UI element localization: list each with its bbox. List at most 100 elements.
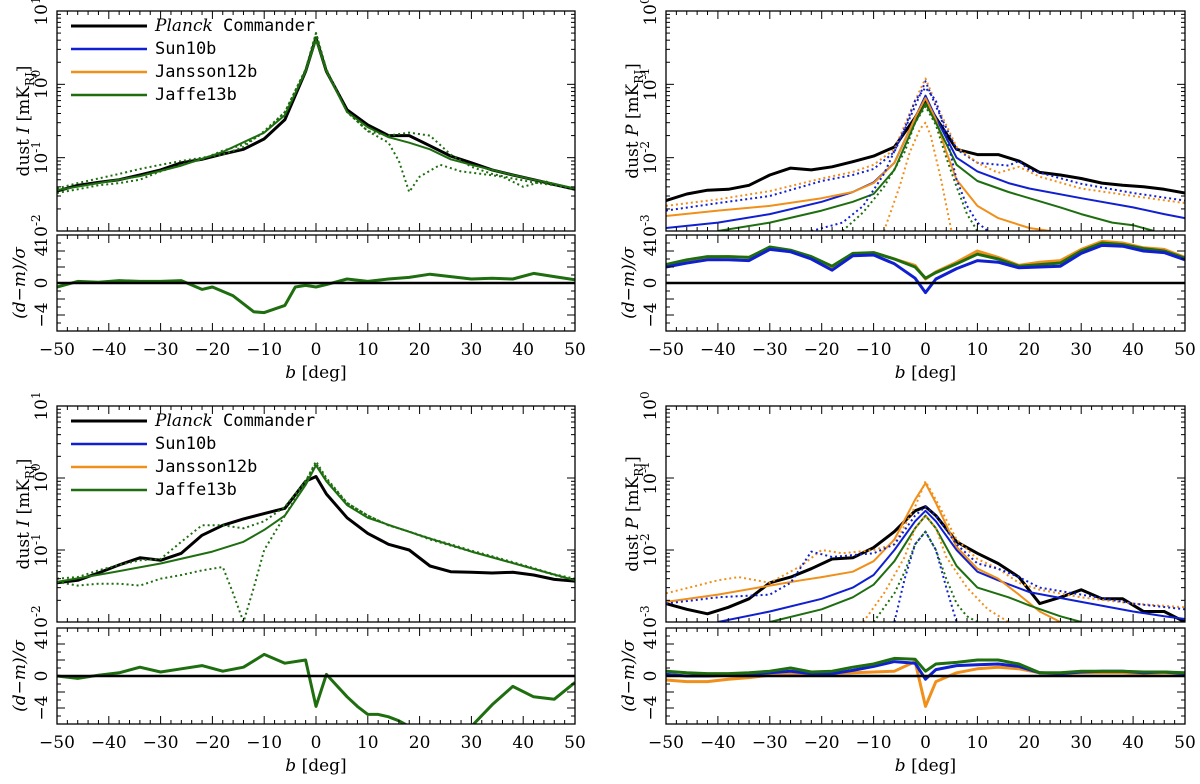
legend-label: Jansson12b bbox=[155, 457, 257, 477]
x-tick-label: 40 bbox=[1122, 733, 1144, 753]
svg-text:(d−m)/σ: (d−m)/σ bbox=[10, 247, 30, 319]
series-group bbox=[666, 656, 1185, 708]
svg-text:10-3: 10-3 bbox=[638, 605, 661, 638]
x-tick-label: 20 bbox=[1018, 340, 1040, 360]
svg-text:0: 0 bbox=[32, 671, 52, 682]
panel-top-left-resid: −404(d−m)/σ−50 −40 −30 −20 −10 0 10 20 30 40 50b [… bbox=[10, 234, 586, 383]
y-axis-label: dust I [mKRJ] bbox=[14, 459, 37, 570]
legend: Planck Commander Sun10b Jansson12b Jaffe13b bbox=[71, 411, 315, 500]
x-tick-label: 0 bbox=[311, 340, 322, 360]
x-tick-label: −40 bbox=[91, 733, 127, 753]
series-group bbox=[57, 652, 575, 724]
svg-text:10-1: 10-1 bbox=[29, 141, 52, 174]
svg-text:−4: −4 bbox=[641, 695, 661, 720]
svg-text:4: 4 bbox=[32, 639, 52, 650]
series-line-jaffe13b bbox=[57, 652, 408, 724]
x-tick-label: −30 bbox=[752, 340, 788, 360]
x-tick-label: −20 bbox=[194, 733, 230, 753]
legend-label: Planck Commander bbox=[154, 16, 315, 36]
y-tick-label: 0 bbox=[32, 278, 52, 289]
series-line-sun10b-dotted- bbox=[666, 505, 1185, 611]
x-tick-label: −20 bbox=[194, 340, 230, 360]
x-tick-label: −20 bbox=[804, 340, 840, 360]
svg-text:0: 0 bbox=[641, 671, 661, 682]
x-tick-label: −10 bbox=[246, 733, 282, 753]
series-line-jaffe13b-dotted- bbox=[57, 32, 575, 190]
svg-text:100: 100 bbox=[638, 391, 661, 420]
series-line-jansson12b-steep-dotted- bbox=[862, 514, 1010, 622]
y-tick-label: 10-2 bbox=[638, 141, 661, 174]
plot-layer: 10-2 10-1 100 101 dust I [mKRJ] Planck Comman… bbox=[10, 0, 1196, 776]
series-line-jaffe13b bbox=[57, 464, 575, 583]
svg-text:100: 100 bbox=[29, 70, 52, 99]
x-tick-label: 20 bbox=[409, 733, 431, 753]
x-tick-label: 40 bbox=[512, 733, 534, 753]
y-axis-label-resid: (d−m)/σ bbox=[619, 247, 639, 319]
svg-text:dust I [mKRJ]: dust I [mKRJ] bbox=[14, 66, 37, 177]
panel-top-left: 10-2 10-1 100 101 dust I [mKRJ] Planck Comman… bbox=[14, 0, 576, 248]
svg-text:10-1: 10-1 bbox=[638, 461, 661, 494]
series-group bbox=[57, 271, 575, 315]
x-tick-label: 30 bbox=[461, 733, 483, 753]
series-line-planck-commander bbox=[57, 475, 575, 585]
svg-text:10-2: 10-2 bbox=[29, 605, 52, 638]
svg-text:4: 4 bbox=[641, 246, 661, 257]
x-tick-label: 50 bbox=[1174, 733, 1196, 753]
svg-text:dust I [mKRJ]: dust I [mKRJ] bbox=[14, 459, 37, 570]
y-tick-label: −4 bbox=[641, 695, 661, 720]
series-group bbox=[57, 32, 575, 194]
y-tick-label: 0 bbox=[641, 671, 661, 682]
series-line-jaffe13b bbox=[666, 656, 1185, 676]
series-line-sun10b bbox=[717, 509, 1185, 622]
svg-text:4: 4 bbox=[641, 639, 661, 650]
svg-text:(d−m)/σ: (d−m)/σ bbox=[619, 640, 639, 712]
svg-text:(d−m)/σ: (d−m)/σ bbox=[10, 640, 30, 712]
x-tick-label: −50 bbox=[648, 340, 684, 360]
x-tick-label: −30 bbox=[143, 340, 179, 360]
legend-label: Jaffe13b bbox=[155, 85, 237, 105]
legend-label: Sun10b bbox=[155, 39, 216, 59]
x-tick-label: −20 bbox=[804, 733, 840, 753]
svg-text:101: 101 bbox=[29, 391, 52, 420]
legend: Planck Commander Sun10b Jansson12b Jaffe13b bbox=[71, 16, 315, 105]
series-line-jaffe13b bbox=[57, 271, 575, 315]
legend-label: Jaffe13b bbox=[155, 480, 237, 500]
y-tick-label: 10-2 bbox=[29, 605, 52, 638]
y-tick-label: 101 bbox=[29, 391, 52, 420]
y-tick-label: 10-2 bbox=[638, 533, 661, 566]
y-axis-label-resid: (d−m)/σ bbox=[10, 247, 30, 319]
y-axis-label: dust P [mKRJ] bbox=[623, 63, 646, 179]
x-tick-label: 40 bbox=[1122, 340, 1144, 360]
series-line-jansson12b-dotted- bbox=[666, 77, 1185, 207]
y-tick-label: 100 bbox=[638, 391, 661, 420]
axes-frame bbox=[56, 405, 576, 623]
x-tick-label: 0 bbox=[311, 733, 322, 753]
x-tick-label: 30 bbox=[1070, 733, 1092, 753]
y-axis-label-resid: (d−m)/σ bbox=[619, 640, 639, 712]
x-tick-label: 30 bbox=[1070, 340, 1092, 360]
svg-text:−4: −4 bbox=[32, 695, 52, 720]
series-line-jansson12b bbox=[666, 482, 1061, 622]
x-tick-label: −40 bbox=[91, 340, 127, 360]
y-tick-label: −4 bbox=[32, 302, 52, 327]
series-group bbox=[57, 460, 575, 622]
y-tick-label: 101 bbox=[29, 0, 52, 26]
y-tick-label: 0 bbox=[641, 278, 661, 289]
svg-text:−4: −4 bbox=[641, 302, 661, 327]
legend-label: Sun10b bbox=[155, 434, 216, 454]
svg-text:(d−m)/σ: (d−m)/σ bbox=[619, 247, 639, 319]
series-line-jaffe13b-dotted-2- bbox=[57, 462, 575, 622]
series-line-planck-commander bbox=[666, 99, 1185, 203]
panel-bottom-right-resid: −404(d−m)/σ−50 −40 −30 −20 −10 0 10 20 30 40 50b [… bbox=[619, 627, 1196, 776]
y-axis-label-resid: (d−m)/σ bbox=[10, 640, 30, 712]
y-tick-label: −4 bbox=[641, 302, 661, 327]
y-tick-label: 4 bbox=[641, 246, 661, 257]
svg-text:dust P [mKRJ]: dust P [mKRJ] bbox=[623, 63, 646, 179]
x-tick-label: 20 bbox=[1018, 733, 1040, 753]
series-line-jansson12b-dotted- bbox=[666, 480, 1185, 609]
y-axis-label: dust P [mKRJ] bbox=[623, 456, 646, 572]
panel-bottom-right: 10-3 10-2 10-1 100 dust P [mKRJ] bbox=[623, 391, 1186, 639]
svg-text:4: 4 bbox=[32, 246, 52, 257]
x-tick-label: −10 bbox=[246, 340, 282, 360]
series-line-jaffe13b bbox=[666, 241, 1185, 280]
